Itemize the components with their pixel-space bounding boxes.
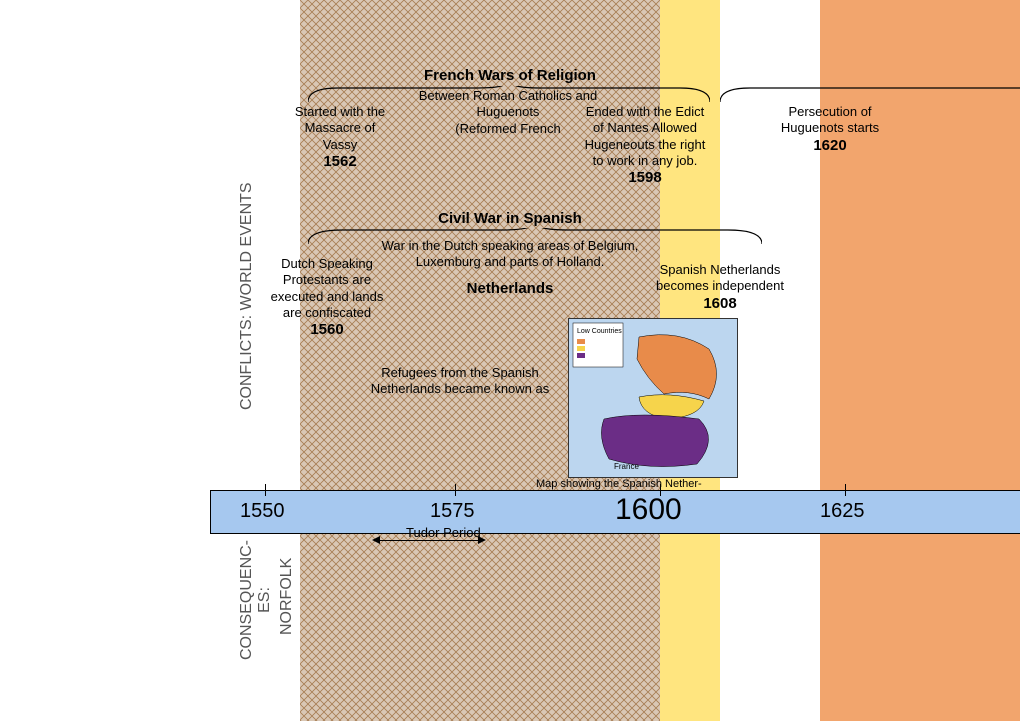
french-event-1-year: 1562 [323, 153, 356, 170]
civil-event-2: Spanish Netherlands becomes independent … [640, 262, 800, 313]
side-label-upper: CONFLICTS: WORLD EVENTS [238, 182, 256, 410]
period-arrow-right [478, 536, 486, 544]
tick-1575 [455, 484, 456, 496]
period-arrow-line [378, 540, 480, 541]
french-event-1: Started with the Massacre of Vassy 1562 [290, 104, 390, 172]
civil-event-1-text: Dutch Speaking Protestants are executed … [271, 256, 384, 320]
french-event-2-year: 1598 [628, 169, 661, 186]
french-event-2-text: Ended with the Edict of Nantes Allowed H… [585, 104, 706, 168]
tick-1550 [265, 484, 266, 496]
tick-label-1625: 1625 [820, 500, 865, 523]
french-event-3: Persecution of Huguenots starts 1620 [770, 104, 890, 155]
side-label-lower-b: NORFOLK [278, 558, 296, 635]
civil-war-subtitle: War in the Dutch speaking areas of Belgi… [380, 238, 640, 271]
civil-war-title: Civil War in Spanish [395, 210, 625, 227]
map-caption: Map showing the Spanish Nether- [536, 478, 736, 490]
french-wars-right-brace [720, 86, 1020, 104]
map-thumbnail: Low Countries France [568, 318, 738, 478]
period-arrow-left [372, 536, 380, 544]
civil-event-2-year: 1608 [703, 295, 736, 312]
civil-event-1: Dutch Speaking Protestants are executed … [262, 256, 392, 340]
french-event-2: Ended with the Edict of Nantes Allowed H… [580, 104, 710, 188]
french-event-1-text: Started with the Massacre of Vassy [295, 104, 385, 152]
refugees-note: Refugees from the Spanish Netherlands be… [360, 365, 560, 398]
svg-text:Low Countries: Low Countries [577, 328, 622, 335]
side-label-lower-a: CONSEQUENC-ES: [238, 540, 274, 660]
civil-event-2-text: Spanish Netherlands becomes independent [656, 262, 784, 293]
period-label: Tudor Period [406, 525, 481, 540]
tick-1625 [845, 484, 846, 496]
civil-war-region: Netherlands [430, 280, 590, 297]
tick-label-1550: 1550 [240, 500, 285, 523]
svg-text:France: France [614, 462, 639, 471]
civil-event-1-year: 1560 [310, 321, 343, 338]
french-event-3-year: 1620 [813, 137, 846, 154]
french-wars-title: French Wars of Religion [380, 67, 640, 84]
tick-label-1575: 1575 [430, 500, 475, 523]
french-event-3-text: Persecution of Huguenots starts [781, 104, 879, 135]
tick-label-1600: 1600 [615, 493, 682, 527]
french-wars-subtitle: Between Roman Catholics and Huguenots(Re… [418, 88, 598, 137]
